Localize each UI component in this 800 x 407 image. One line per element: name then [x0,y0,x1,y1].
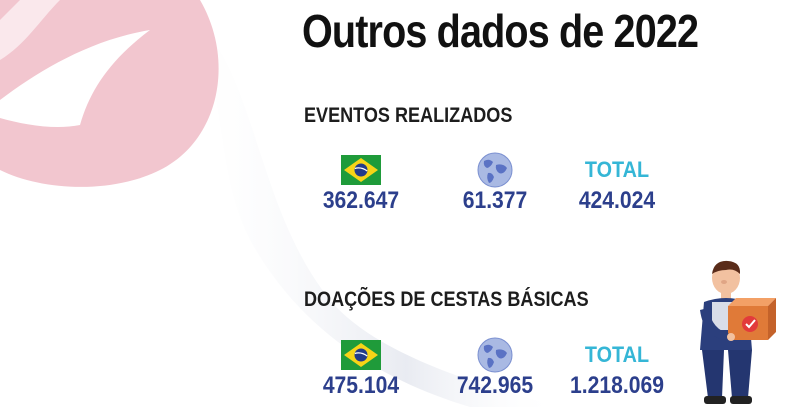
stat-world-eventos: 61.377 [435,152,555,215]
page-title: Outros dados de 2022 [302,5,699,57]
section-heading-eventos: EVENTOS REALIZADOS [304,104,513,127]
globe-icon [477,152,513,188]
delivery-worker-illustration [700,260,776,404]
stat-value: 475.104 [322,372,400,399]
stat-value: 1.218.069 [570,372,664,399]
stat-value: 742.965 [456,372,534,399]
stat-value: 61.377 [462,187,528,214]
stat-value: 362.647 [322,187,400,214]
section-heading-doacoes: DOAÇÕES DE CESTAS BÁSICAS [304,288,589,311]
stat-brazil-doacoes: 475.104 [301,338,421,400]
stat-total-eventos: TOTAL 424.024 [557,153,677,215]
stat-world-doacoes: 742.965 [435,337,555,400]
stat-value: 424.024 [578,187,656,214]
total-label: TOTAL [584,157,650,182]
stat-total-doacoes: TOTAL 1.218.069 [557,338,677,400]
total-label: TOTAL [584,342,650,367]
brazil-flag-icon [341,340,381,370]
stat-brazil-eventos: 362.647 [301,153,421,215]
globe-icon [477,337,513,373]
brazil-flag-icon [341,155,381,185]
